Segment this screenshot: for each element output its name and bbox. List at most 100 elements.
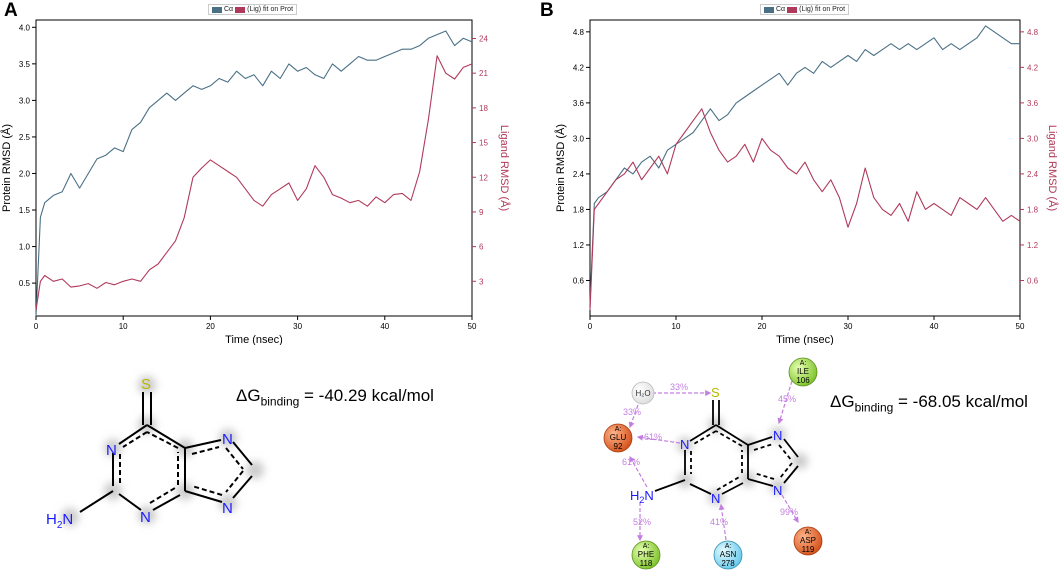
nitrogen-atom: N: [140, 509, 151, 526]
y-tick-label: 2.4: [573, 170, 585, 179]
svg-text:A:: A:: [725, 543, 732, 550]
x-axis-label: Time (nsec): [776, 334, 834, 345]
svg-text:PHE: PHE: [638, 550, 654, 559]
y2-tick-label: 3.6: [1027, 99, 1039, 108]
y2-tick-label: 1.8: [1027, 205, 1039, 214]
svg-text:A:: A:: [800, 360, 807, 367]
interaction-pct: 99%: [780, 507, 798, 517]
interaction-pct: 33%: [670, 382, 688, 392]
svg-text:A:: A:: [615, 426, 622, 433]
x-tick-label: 30: [844, 322, 853, 331]
x-tick-label: 20: [758, 322, 767, 331]
residue-ile106: A: ILE 106: [788, 357, 818, 387]
nitrogen-atom: N: [106, 442, 117, 459]
svg-text:A:: A:: [805, 529, 812, 536]
x-tick-label: 20: [206, 322, 215, 331]
interaction-pct: 52%: [633, 517, 651, 527]
y2-tick-label: 4.8: [1027, 28, 1039, 37]
y2-tick-label: 9: [479, 208, 484, 217]
panel-b: B Cα (Lig) fit on Prot 0 10 20 30 40 50 0.6 1.2 1…: [530, 0, 1059, 575]
y-tick-label: 4.2: [573, 63, 585, 72]
interaction-pct: 41%: [710, 517, 728, 527]
svg-text:278: 278: [721, 559, 735, 568]
x-tick-label: 50: [468, 322, 477, 331]
interaction-diagram-b: S N N N N H2N 33% 33% 61% 61% 45% 52% 41…: [603, 357, 823, 570]
y2-axis-label: Ligand RMSD (Å): [498, 125, 511, 211]
residue-asn278: A: ASN 278: [713, 540, 743, 570]
x-tick-label: 0: [588, 322, 593, 331]
y-tick-label: 2.5: [19, 133, 31, 142]
y-tick-label: 3.6: [573, 99, 585, 108]
y-tick-label: 3.0: [19, 96, 31, 105]
y2-tick-label: 1.2: [1027, 241, 1039, 250]
y2-tick-label: 2.4: [1027, 170, 1039, 179]
svg-text:GLU: GLU: [610, 433, 627, 442]
panel-letter: B: [540, 0, 554, 21]
svg-text:92: 92: [614, 442, 623, 451]
protein-rmsd-line: [35, 30, 473, 317]
residue-phe118: A: PHE 118: [631, 540, 661, 570]
ligand-swatch: [235, 6, 246, 13]
x-tick-label: 0: [34, 322, 39, 331]
molecule-a: S N N N N H2N: [46, 376, 264, 531]
y2-tick-label: 21: [479, 69, 488, 78]
y-tick-label: 3.5: [19, 60, 31, 69]
nitrogen-atom: N: [222, 500, 233, 517]
y2-tick-label: 24: [479, 35, 488, 44]
nitrogen-atom: N: [680, 437, 689, 452]
svg-text:ASP: ASP: [800, 536, 816, 545]
x-tick-label: 40: [380, 322, 389, 331]
panel-letter: A: [4, 0, 18, 21]
rmsd-chart-b: 0 10 20 30 40 50 0.6 1.2 1.8 2.4 3.0 3.6 4.2 4.8 0.6 1.…: [554, 19, 1059, 345]
y2-tick-label: 3: [479, 277, 484, 286]
panel-a: A Cα (Lig) fit on Prot 0 10 20 30 40 50 0.5 1.0 1…: [0, 0, 529, 575]
svg-text:A:: A:: [643, 543, 650, 550]
nitrogen-atom: N: [222, 431, 233, 448]
nitrogen-atom: N: [773, 428, 782, 443]
y-tick-label: 0.6: [573, 276, 585, 285]
molecule-bonds: [79, 392, 253, 513]
residue-asp119: A: ASP 119: [793, 526, 823, 556]
interaction-pct: 61%: [622, 457, 640, 467]
protein-swatch: [212, 6, 222, 13]
binding-energy-b: ΔGbinding = -68.05 kcal/mol: [830, 392, 1028, 415]
y-tick-label: 3.0: [573, 134, 585, 143]
y-tick-label: 2.0: [19, 169, 31, 178]
legend-label: (Lig) fit on Prot: [799, 6, 846, 13]
legend-prefix: Cα: [776, 6, 786, 13]
y-tick-label: 4.0: [19, 23, 31, 32]
x-tick-label: 10: [119, 322, 128, 331]
plot-frame: [589, 19, 1021, 317]
svg-text:119: 119: [802, 545, 815, 554]
y-tick-label: 1.2: [573, 241, 585, 250]
nitrogen-atom: N: [773, 483, 782, 498]
plot-frame: [35, 19, 473, 317]
y2-tick-label: 12: [479, 173, 488, 182]
protein-rmsd-line: [589, 25, 1020, 305]
svg-text:118: 118: [640, 559, 653, 568]
amino-group: H2N: [46, 511, 73, 531]
y-axis-label: Protein RMSD (Å): [0, 124, 13, 212]
x-tick-label: 10: [672, 322, 681, 331]
y-tick-label: 1.8: [573, 205, 585, 214]
ligand-rmsd-line: [35, 55, 473, 311]
y2-tick-label: 0.6: [1027, 276, 1039, 285]
y2-tick-label: 6: [479, 243, 484, 252]
chart-legend: Cα (Lig) fit on Prot: [760, 4, 850, 15]
x-tick-label: 50: [1016, 322, 1025, 331]
protein-swatch: [764, 6, 774, 13]
nitrogen-atom: N: [711, 491, 720, 506]
binding-energy-a: ΔGbinding = -40.29 kcal/mol: [236, 386, 434, 409]
y2-tick-label: 3.0: [1027, 134, 1039, 143]
residue-glu92: A: GLU 92: [603, 423, 633, 453]
y2-tick-label: 18: [479, 104, 488, 113]
chart-legend: Cα (Lig) fit on Prot: [208, 4, 298, 15]
ligand-swatch: [787, 6, 798, 13]
y-axis-label: Protein RMSD (Å): [554, 124, 567, 212]
amino-group: H2N: [630, 488, 654, 505]
interaction-pct: 61%: [644, 432, 662, 442]
y2-tick-label: 15: [479, 139, 488, 148]
interaction-pct: 45%: [778, 394, 796, 404]
y2-axis-label: Ligand RMSD (Å): [1046, 125, 1059, 211]
x-axis-label: Time (nsec): [225, 334, 283, 345]
